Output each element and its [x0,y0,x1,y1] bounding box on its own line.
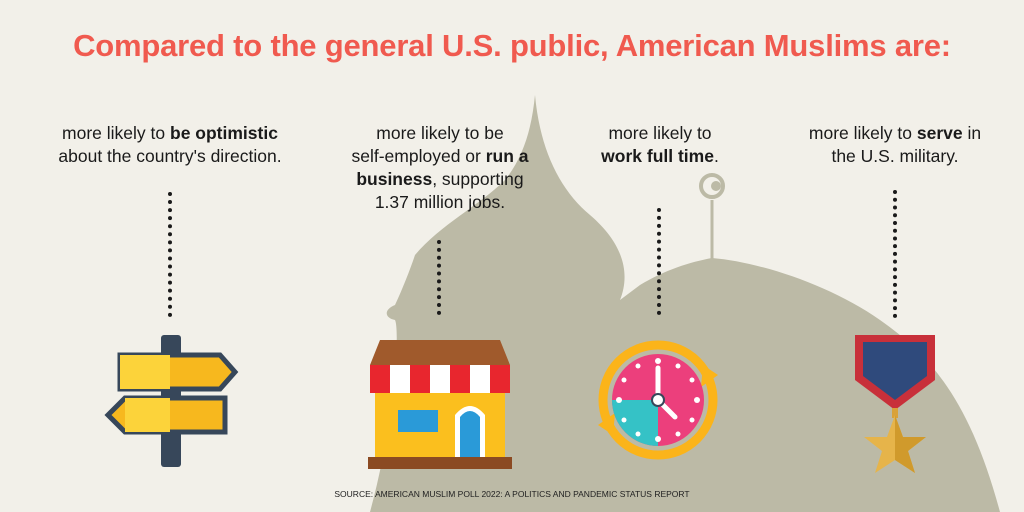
source-note: SOURCE: AMERICAN MUSLIM POLL 2022: A POL… [334,489,690,499]
dotted-connector [168,192,172,317]
stat-military: more likely to serve in the U.S. military… [808,123,982,166]
medal-icon [855,335,935,473]
signpost-icon [104,335,239,467]
dotted-connector [437,240,441,315]
dotted-connector [893,190,897,318]
dotted-connector [657,208,661,315]
clock-icon [598,340,718,460]
headline: Compared to the general U.S. public, Ame… [73,28,951,63]
stat-full-time: more likely to work full time. [601,123,719,166]
storefront-icon [368,340,512,469]
stat-optimistic: more likely to be optimistic about the co… [58,123,282,166]
crescent-finial-icon [699,173,725,260]
